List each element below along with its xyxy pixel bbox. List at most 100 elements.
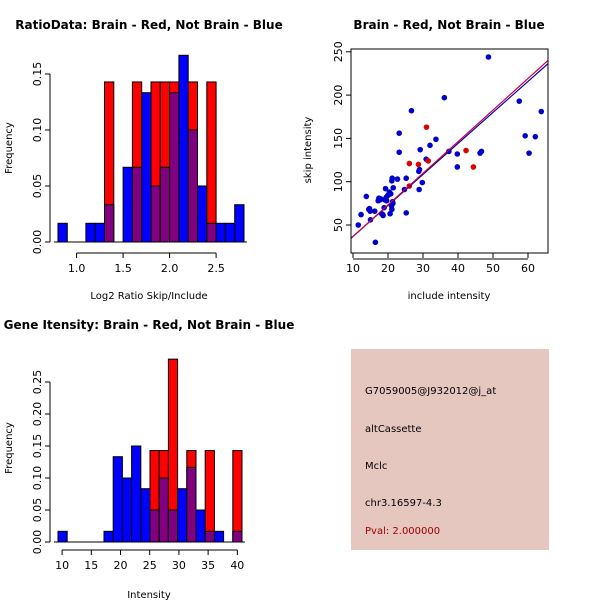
scatter-plot-area: [351, 54, 548, 246]
scatter-point-not-brain: [516, 98, 523, 104]
intensity-histogram-bars: [57, 358, 243, 543]
scatter-point-brain: [423, 124, 430, 130]
ratio-bar-not-brain: [224, 222, 236, 243]
intensity-x-tick-label: 20: [114, 559, 128, 572]
ratio-histogram-title: RatioData: Brain - Red, Not Brain - Blue: [15, 18, 282, 32]
scatter-x-tick-label: 30: [416, 262, 430, 275]
scatter-point-not-brain: [441, 94, 448, 101]
scatter-xlabel: include intensity: [408, 291, 491, 302]
scatter-point-brain: [406, 160, 413, 167]
intensity-bar-not-brain: [195, 509, 206, 543]
intensity-x-tick-label: 40: [230, 559, 244, 572]
intensity-x-tick-label: 15: [84, 559, 98, 572]
intensity-y-tick-label: 0.00: [31, 530, 44, 555]
scatter-point-brain: [470, 164, 477, 170]
ratio-bar-not-brain: [197, 185, 208, 243]
intensity-x-tick-label: 25: [143, 559, 157, 572]
scatter-point-brain: [425, 158, 432, 164]
scatter-point-not-brain: [363, 193, 370, 200]
scatter-y-tick-label: 150: [332, 128, 345, 149]
intensity-bar-overlap: [204, 530, 215, 543]
scatter-point-not-brain: [396, 130, 403, 137]
scatter-point-not-brain: [416, 166, 423, 173]
intensity-x-tick-label: 30: [172, 559, 186, 572]
scatter-point-not-brain: [358, 211, 364, 218]
intensity-y-tick-label: 0.25: [31, 370, 44, 395]
scatter-y-tick-label: 250: [332, 41, 345, 62]
scatter-point-not-brain: [522, 133, 528, 139]
ratio-bar-not-brain: [215, 222, 226, 243]
scatter-point-brain: [415, 161, 422, 168]
scatter-point-not-brain: [403, 210, 410, 216]
scatter-axes: 10 20 30 40 50 60 50 100 150 200 250: [332, 41, 549, 275]
intensity-bar-overlap: [232, 530, 243, 543]
scatter-x-tick-label: 60: [521, 262, 535, 275]
scatter-y-tick-label: 100: [332, 171, 345, 192]
ratio-histogram-xlabel: Log2 Ratio Skip/Include: [90, 291, 207, 302]
pval-value: Pval: 2.000000: [365, 526, 441, 537]
intensity-bar-overlap: [167, 509, 179, 543]
event-type: altCassette: [365, 424, 422, 435]
ratio-y-tick-label: 0.10: [31, 118, 44, 143]
scatter-point-not-brain: [538, 108, 545, 115]
ratio-histogram-bars: [57, 54, 245, 243]
intensity-bar-not-brain: [131, 445, 142, 543]
scatter-x-tick-label: 50: [486, 262, 500, 275]
intensity-histogram-title: Gene Itensity: Brain - Red, Not Brain - …: [4, 318, 295, 332]
scatter-point-not-brain: [388, 203, 395, 209]
ratio-bar-overlap: [206, 222, 217, 243]
ratio-x-tick-label: 1.0: [68, 262, 86, 275]
scatter-point-not-brain: [419, 179, 426, 186]
scatter-point-not-brain: [383, 197, 390, 204]
intensity-bar-overlap: [158, 477, 169, 543]
ratio-bar-not-brain: [122, 166, 133, 243]
ratio-bar-overlap: [159, 166, 171, 243]
scatter-point-not-brain: [372, 239, 379, 246]
ratio-histogram-axes: 1.0 1.5 2.0 2.5 0.00 0.05 0.10 0.15: [31, 62, 247, 275]
scatter-point-not-brain: [375, 197, 382, 204]
scatter-point-not-brain: [532, 133, 539, 140]
gene-name: Mclc: [365, 461, 388, 472]
scatter-x-tick-label: 20: [381, 262, 395, 275]
scatter-y-tick-label: 200: [332, 85, 345, 106]
intensity-y-tick-label: 0.15: [31, 434, 44, 459]
scatter-point-brain: [463, 147, 469, 154]
ratio-bar-not-brain: [85, 222, 96, 243]
ratio-x-tick-label: 2.0: [161, 262, 179, 275]
intensity-y-tick-label: 0.05: [31, 498, 44, 523]
scatter-point-not-brain: [408, 107, 415, 114]
regression-line: [351, 59, 548, 240]
scatter-point-not-brain: [454, 164, 461, 170]
scatter-point-not-brain: [365, 206, 372, 213]
scatter-point-not-brain: [403, 175, 410, 182]
intensity-bar-not-brain: [121, 477, 133, 543]
scatter-point-not-brain: [387, 210, 393, 217]
scatter-point-not-brain: [380, 212, 386, 219]
scatter-ylabel: skip intensity: [303, 117, 314, 184]
intensity-bar-not-brain: [103, 530, 114, 543]
scatter-point-not-brain: [427, 142, 433, 149]
intensity-bar-brain: [204, 450, 215, 543]
intensity-scatter: Brain - Red, Not Brain - Blue include in…: [303, 18, 549, 302]
intensity-bar-not-brain: [140, 488, 151, 543]
scatter-frame: [350, 48, 549, 254]
ratio-histogram: RatioData: Brain - Red, Not Brain - Blue…: [4, 18, 283, 302]
intensity-x-tick-label: 35: [201, 559, 215, 572]
ratio-bar-not-brain: [141, 92, 152, 243]
probe-info-panel: G7059005@J932012@j_at altCassette Mclc c…: [351, 349, 549, 550]
ratio-bar-not-brain: [57, 222, 68, 243]
ratio-bar-not-brain: [94, 222, 105, 243]
ratio-bar-not-brain: [178, 54, 189, 243]
ratio-x-tick-label: 1.5: [114, 262, 132, 275]
scatter-point-not-brain: [526, 150, 532, 156]
ratio-y-tick-label: 0.00: [31, 230, 44, 255]
chromosome-location: chr3.16597-4.3: [365, 498, 442, 509]
scatter-point-not-brain: [385, 191, 392, 198]
ratio-x-tick-label: 2.5: [207, 262, 225, 275]
ratio-bar-brain: [206, 81, 217, 243]
ratio-histogram-ylabel: Frequency: [4, 122, 15, 174]
probe-id: G7059005@J932012@j_at: [365, 386, 497, 397]
ratio-bar-not-brain: [234, 204, 245, 243]
scatter-title: Brain - Red, Not Brain - Blue: [353, 18, 544, 32]
intensity-y-tick-label: 0.20: [31, 402, 44, 427]
